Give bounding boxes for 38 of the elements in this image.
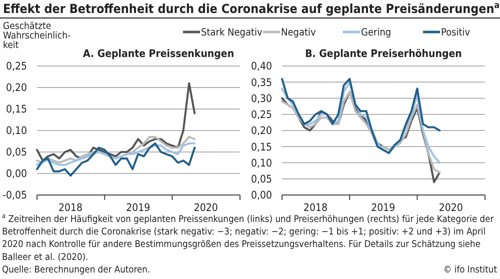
chart-title: B. Geplante Preiserhöhungen [305, 48, 462, 60]
line-series [36, 142, 196, 166]
y-tick-label: 0,00 [6, 168, 27, 180]
y-tick-label: 0,10 [6, 125, 27, 138]
y-axis-title: Geschätzte Wahrscheinlich-keit [3, 21, 71, 51]
line-series [36, 142, 196, 177]
y-tick-label: 0,10 [250, 157, 272, 170]
y-tick-label: 0,40 [250, 60, 272, 73]
legend-label: Gering [361, 28, 392, 38]
line-series [281, 81, 441, 164]
y-tick-label: 0,30 [250, 92, 272, 105]
legend-label: Negativ [281, 28, 317, 38]
y-tick-label: 0,35 [250, 76, 272, 89]
text: $^{a}$ Zeitreihen der Häufigkeit von geplanten Preissenkungen (links) und Preiserhöhungen (rechts) für jede Kategorie der Betroffenheit durch die Coronakrise (stark negativ: −3; negativ: −2; gering: −1 bis +1; positiv: +2 und +3) im April 2020 nach Kontrolle für andere Bestimmungsgrößen des Preissetzungsverhaltens. Für Details zur Schätzung siehe Balleer et al. (2020). [2, 212, 494, 263]
y-tick-label: -0,05 [2, 190, 27, 202]
legend-label: Stark Negativ [201, 28, 264, 38]
y-tick-label: 0,15 [250, 141, 272, 154]
chart-title: Effekt der Betroffenheit durch die Coronakrise auf geplante Preisänderungen$^{a}$ [3, 1, 500, 16]
x-tick-label: 2020 [194, 202, 218, 214]
x-tick-label: 2018 [58, 202, 83, 214]
y-tick-label: 0,20 [6, 82, 27, 94]
legend-label: Positiv [441, 28, 471, 38]
y-tick-label: 0,00 [250, 190, 272, 202]
x-tick-label: 2018 [304, 202, 328, 214]
y-tick-label: 0,15 [6, 104, 27, 116]
x-tick-label: 2019 [371, 202, 396, 214]
y-tick-label: 0,20 [250, 125, 272, 138]
x-tick-label: 2019 [126, 202, 150, 214]
y-tick-label: 0,25 [250, 109, 272, 122]
x-tick-label: 2020 [438, 202, 463, 214]
chart-subtitle: A. Geplante Preissenkungen [82, 48, 234, 60]
text: © ifo Institut [443, 264, 498, 276]
y-tick-label: 0,25 [6, 60, 27, 73]
y-tick-label: 0,05 [250, 174, 272, 186]
source-note: Quelle: Berechnungen der Autoren. [2, 264, 150, 276]
y-tick-label: 0,05 [6, 146, 27, 159]
line-series [281, 78, 441, 154]
line-series [36, 82, 196, 162]
